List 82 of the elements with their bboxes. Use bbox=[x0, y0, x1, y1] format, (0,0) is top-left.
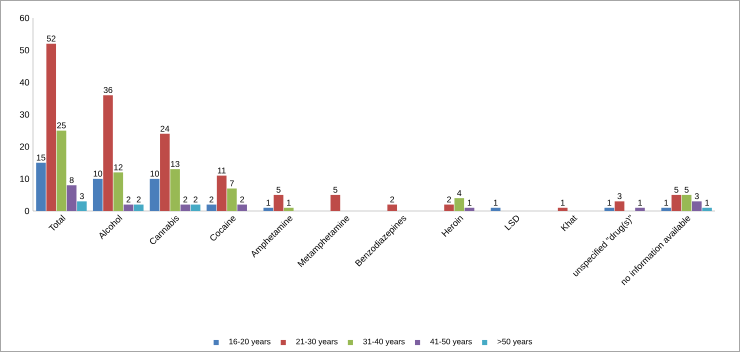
bar bbox=[635, 208, 645, 211]
data-label: 2 bbox=[136, 196, 141, 202]
bar bbox=[190, 204, 200, 211]
y-tick-label: 20 bbox=[20, 143, 30, 150]
data-label: 10 bbox=[150, 170, 160, 177]
data-label: 1 bbox=[468, 200, 472, 206]
bar bbox=[672, 194, 682, 211]
bar bbox=[150, 178, 160, 211]
data-label: 7 bbox=[230, 180, 234, 186]
bar bbox=[454, 198, 464, 211]
bar bbox=[124, 204, 134, 211]
bar bbox=[36, 162, 46, 211]
data-label: 2 bbox=[210, 196, 214, 202]
bar bbox=[387, 204, 398, 211]
bar bbox=[227, 188, 237, 211]
data-label: 5 bbox=[276, 186, 281, 193]
bar bbox=[46, 44, 56, 211]
data-label: 1 bbox=[266, 200, 270, 206]
bar bbox=[604, 208, 614, 211]
y-tick-label: 40 bbox=[20, 79, 30, 86]
bar bbox=[661, 208, 671, 211]
bar bbox=[558, 208, 568, 211]
y-tick-label: 60 bbox=[20, 14, 30, 22]
data-label: 10 bbox=[94, 170, 102, 177]
bar bbox=[113, 172, 124, 211]
bar bbox=[237, 204, 247, 211]
bar bbox=[263, 208, 274, 211]
data-label: 1 bbox=[560, 200, 565, 206]
data-label: 13 bbox=[171, 161, 180, 167]
bar bbox=[103, 95, 113, 211]
bar bbox=[274, 194, 284, 211]
data-label: 15 bbox=[36, 154, 46, 161]
data-label: 36 bbox=[104, 87, 112, 94]
bar bbox=[490, 208, 500, 211]
y-tick-label: 10 bbox=[20, 176, 30, 182]
data-label: 1 bbox=[494, 200, 498, 206]
bar bbox=[134, 204, 144, 211]
y-tick-label: 50 bbox=[20, 46, 30, 54]
data-label: 3 bbox=[618, 193, 622, 200]
bar bbox=[92, 178, 103, 211]
bar bbox=[180, 204, 190, 211]
data-label: 25 bbox=[57, 122, 66, 128]
data-label: 2 bbox=[447, 196, 451, 202]
data-label: 1 bbox=[608, 200, 612, 206]
data-label: 3 bbox=[80, 193, 84, 200]
bar bbox=[284, 208, 294, 211]
bar bbox=[702, 208, 712, 211]
data-label: 5 bbox=[333, 186, 338, 193]
bar bbox=[330, 194, 340, 211]
bar bbox=[216, 176, 227, 211]
bar bbox=[170, 169, 180, 211]
data-label: 1 bbox=[705, 200, 709, 206]
bar bbox=[692, 201, 702, 211]
data-label: 2 bbox=[194, 196, 198, 202]
data-label: 1 bbox=[638, 200, 642, 206]
data-label: 12 bbox=[114, 164, 123, 170]
bar bbox=[444, 204, 454, 211]
bar bbox=[160, 134, 170, 211]
x-tick-label: LSD bbox=[504, 216, 520, 230]
bar bbox=[682, 194, 692, 211]
data-label: 3 bbox=[694, 193, 699, 200]
data-label: 1 bbox=[664, 200, 668, 206]
bar bbox=[77, 201, 87, 211]
data-label: 2 bbox=[126, 196, 130, 202]
y-tick-label: 30 bbox=[20, 111, 30, 118]
data-label: 1 bbox=[287, 200, 291, 206]
data-label: 24 bbox=[160, 126, 170, 132]
data-label: 8 bbox=[70, 177, 74, 184]
bar bbox=[206, 204, 216, 211]
data-label: 11 bbox=[218, 168, 226, 174]
data-label: 2 bbox=[240, 196, 244, 202]
bar bbox=[614, 201, 624, 211]
data-label: 5 bbox=[674, 186, 678, 193]
data-label: 4 bbox=[457, 190, 462, 196]
bar bbox=[66, 185, 76, 211]
data-label: 52 bbox=[46, 36, 56, 42]
data-label: 2 bbox=[390, 196, 394, 202]
data-label: 5 bbox=[684, 186, 689, 193]
y-tick-label: 0 bbox=[24, 208, 30, 214]
bar bbox=[56, 130, 66, 211]
data-label: 2 bbox=[183, 196, 188, 202]
bar bbox=[464, 208, 474, 211]
